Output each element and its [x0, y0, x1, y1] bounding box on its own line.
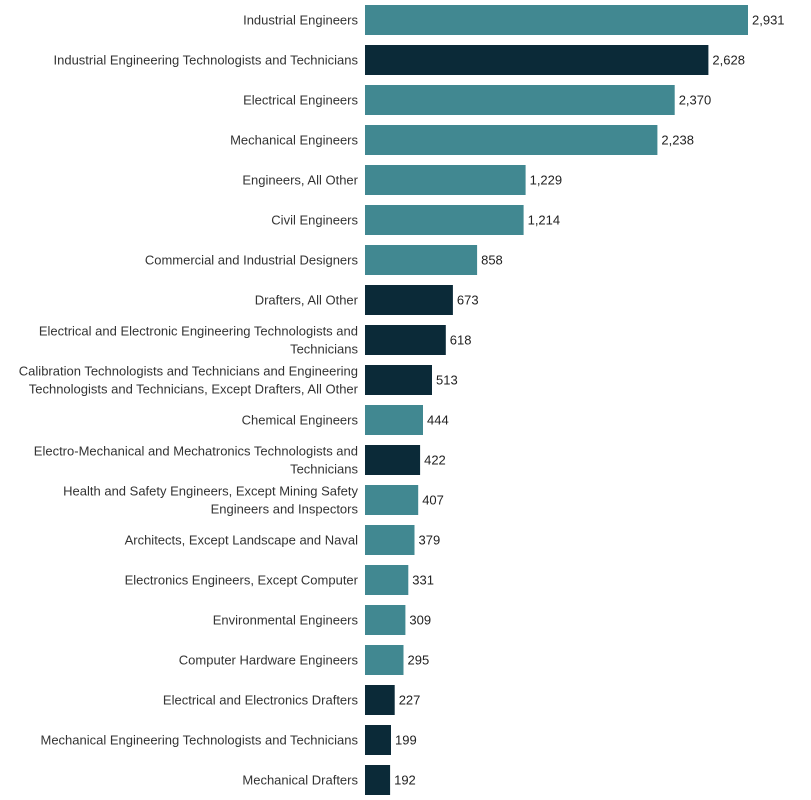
value-labels: 2,931 2,628 2,370 2,238 1,229 1,214 858 673 618 5…: [394, 13, 784, 788]
value-label: 858: [481, 253, 503, 268]
value-label: 227: [399, 693, 421, 708]
bar: [365, 365, 432, 395]
bar: [365, 325, 446, 355]
category-label: Industrial Engineering Technologists and…: [54, 53, 359, 68]
bar: [365, 205, 524, 235]
value-label: 513: [436, 373, 458, 388]
bar: [365, 405, 423, 435]
value-label: 309: [409, 613, 431, 628]
value-label: 673: [457, 293, 479, 308]
bar: [365, 765, 391, 795]
value-label: 192: [394, 773, 416, 788]
value-label: 295: [408, 653, 430, 668]
bar: [365, 445, 421, 475]
bar: [365, 285, 453, 315]
category-label: Technicians: [290, 462, 358, 477]
bar: [365, 125, 658, 155]
value-label: 331: [412, 573, 434, 588]
category-label: Mechanical Engineers: [230, 133, 358, 148]
bar: [365, 85, 675, 115]
category-labels: Industrial Engineers Industrial Engineeri…: [19, 13, 359, 788]
category-label: Industrial Engineers: [243, 13, 358, 28]
value-label: 444: [427, 413, 449, 428]
bars: [365, 5, 748, 795]
category-label: Commercial and Industrial Designers: [145, 253, 359, 268]
category-label: Mechanical Drafters: [242, 773, 358, 788]
value-label: 407: [422, 493, 444, 508]
bar: [365, 245, 478, 275]
bar: [365, 5, 748, 35]
category-label: Engineers and Inspectors: [211, 502, 359, 517]
bar: [365, 485, 419, 515]
value-label: 2,628: [712, 53, 745, 68]
value-label: 2,931: [752, 13, 785, 28]
value-label: 1,229: [530, 173, 563, 188]
bar: [365, 165, 526, 195]
category-label: Mechanical Engineering Technologists and…: [40, 733, 358, 748]
category-label: Electrical Engineers: [243, 93, 358, 108]
bar: [365, 565, 409, 595]
category-label: Computer Hardware Engineers: [179, 653, 359, 668]
category-label: Health and Safety Engineers, Except Mini…: [63, 484, 358, 499]
category-label: Chemical Engineers: [242, 413, 359, 428]
category-label: Technologists and Technicians, Except Dr…: [29, 382, 359, 397]
category-label: Electrical and Electronic Engineering Te…: [39, 324, 358, 339]
category-label: Calibration Technologists and Technician…: [19, 364, 358, 379]
value-label: 422: [424, 453, 446, 468]
category-label: Electro-Mechanical and Mechatronics Tech…: [34, 444, 358, 459]
value-label: 2,370: [679, 93, 712, 108]
category-label: Electronics Engineers, Except Computer: [125, 573, 359, 588]
value-label: 1,214: [528, 213, 561, 228]
bar: [365, 685, 395, 715]
category-label: Civil Engineers: [271, 213, 358, 228]
bar: [365, 525, 415, 555]
bar: [365, 725, 391, 755]
category-label: Architects, Except Landscape and Naval: [125, 533, 359, 548]
category-label: Technicians: [290, 342, 358, 357]
value-label: 199: [395, 733, 417, 748]
category-label: Environmental Engineers: [213, 613, 359, 628]
bar: [365, 45, 709, 75]
value-label: 2,238: [661, 133, 694, 148]
category-label: Electrical and Electronics Drafters: [163, 693, 359, 708]
value-label: 618: [450, 333, 472, 348]
category-label: Drafters, All Other: [255, 293, 359, 308]
category-label: Engineers, All Other: [242, 173, 358, 188]
value-label: 379: [419, 533, 441, 548]
bar: [365, 645, 404, 675]
bar: [365, 605, 406, 635]
